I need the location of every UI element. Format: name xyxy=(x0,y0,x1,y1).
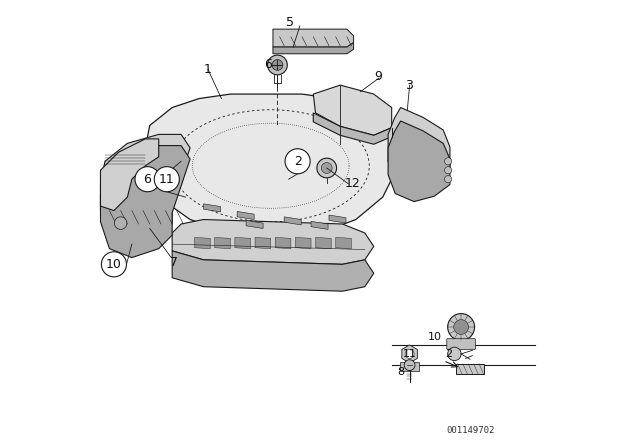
Polygon shape xyxy=(273,43,353,54)
Polygon shape xyxy=(215,237,230,249)
Circle shape xyxy=(448,314,475,340)
Text: 6: 6 xyxy=(143,172,152,186)
Polygon shape xyxy=(311,221,328,229)
Circle shape xyxy=(154,167,179,192)
Polygon shape xyxy=(314,113,392,144)
Circle shape xyxy=(445,176,452,183)
Polygon shape xyxy=(314,85,392,135)
Polygon shape xyxy=(100,146,190,258)
Polygon shape xyxy=(204,204,221,212)
Text: 11: 11 xyxy=(403,349,417,359)
Circle shape xyxy=(321,163,332,173)
Text: 2: 2 xyxy=(294,155,301,168)
Polygon shape xyxy=(316,237,332,249)
Circle shape xyxy=(101,252,127,277)
Polygon shape xyxy=(296,237,311,249)
Polygon shape xyxy=(329,215,346,223)
Polygon shape xyxy=(402,345,417,363)
Circle shape xyxy=(404,360,415,370)
Text: 11: 11 xyxy=(159,172,175,186)
Text: 001149702: 001149702 xyxy=(446,426,494,435)
Circle shape xyxy=(445,158,452,165)
Circle shape xyxy=(272,60,283,70)
Text: 8: 8 xyxy=(397,367,404,377)
Polygon shape xyxy=(255,237,271,249)
Circle shape xyxy=(405,349,414,358)
Polygon shape xyxy=(388,121,450,202)
Circle shape xyxy=(115,217,127,229)
Text: 5: 5 xyxy=(287,16,294,29)
Text: 1: 1 xyxy=(204,63,211,76)
Text: 12: 12 xyxy=(345,177,360,190)
Polygon shape xyxy=(275,237,291,249)
Polygon shape xyxy=(388,108,450,188)
FancyBboxPatch shape xyxy=(447,339,476,349)
Polygon shape xyxy=(273,29,353,47)
FancyBboxPatch shape xyxy=(400,362,419,371)
Polygon shape xyxy=(172,220,374,264)
Circle shape xyxy=(448,347,461,361)
Text: 6: 6 xyxy=(264,58,272,72)
Polygon shape xyxy=(100,139,159,211)
Polygon shape xyxy=(145,94,396,237)
Polygon shape xyxy=(284,217,301,225)
Circle shape xyxy=(445,167,452,174)
Polygon shape xyxy=(456,364,484,374)
Text: 9: 9 xyxy=(374,69,381,83)
Text: 3: 3 xyxy=(405,78,413,92)
Polygon shape xyxy=(172,251,374,291)
Polygon shape xyxy=(246,220,263,228)
Circle shape xyxy=(454,320,468,334)
Polygon shape xyxy=(235,237,251,249)
Text: 10: 10 xyxy=(106,258,122,271)
Circle shape xyxy=(135,167,160,192)
Polygon shape xyxy=(100,134,190,246)
Polygon shape xyxy=(237,211,254,220)
Polygon shape xyxy=(336,237,351,249)
Text: 7: 7 xyxy=(170,255,178,269)
Text: 2: 2 xyxy=(445,349,452,359)
Circle shape xyxy=(317,158,337,178)
Polygon shape xyxy=(195,237,210,249)
Circle shape xyxy=(285,149,310,174)
Text: 10: 10 xyxy=(428,332,442,342)
Circle shape xyxy=(268,55,287,75)
